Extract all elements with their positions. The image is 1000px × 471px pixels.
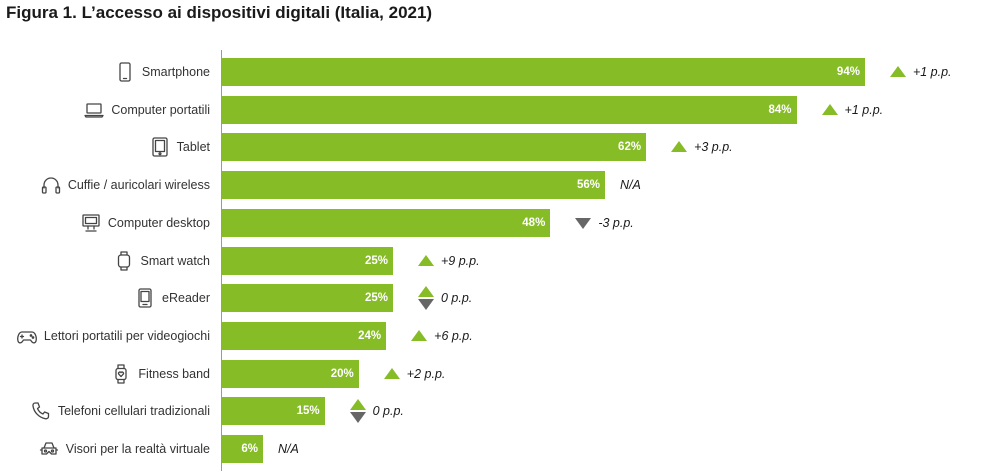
bar-value-label: 48% — [522, 216, 546, 229]
triangle-up-icon — [889, 58, 907, 86]
category-label: Fitness band — [138, 366, 210, 381]
bar-row: Tablet 62% +3 p.p. — [0, 133, 1000, 162]
change-indicator: +1 p.p. — [821, 96, 884, 124]
category-label-group: Smart watch — [113, 247, 210, 275]
change-label: N/A — [620, 178, 641, 193]
change-indicator: 0 p.p. — [349, 397, 404, 425]
category-label: Cuffie / auricolari wireless — [67, 178, 210, 193]
category-label: Smart watch — [140, 253, 210, 268]
triangle-up-icon — [383, 360, 401, 388]
bar: 25% — [222, 284, 393, 313]
category-label: Tablet — [176, 140, 210, 155]
change-indicator: +9 p.p. — [417, 247, 480, 275]
category-label: Lettori portatili per videogiochi — [43, 328, 210, 343]
category-label-group: Computer portatili — [83, 96, 210, 124]
change-indicator: 0 p.p. — [417, 284, 472, 312]
change-label: +9 p.p. — [441, 253, 480, 268]
bar-row: Lettori portatili per videogiochi 24% +6 p… — [0, 321, 1000, 350]
category-label-group: Computer desktop — [80, 209, 210, 237]
chart-title: Figura 1. L’accesso ai dispositivi digit… — [6, 3, 433, 22]
bar: 56% — [222, 171, 606, 200]
bar: 20% — [222, 359, 359, 388]
bar-row: Smart watch 25% +9 p.p. — [0, 246, 1000, 275]
smartphone-icon — [114, 61, 136, 83]
change-indicator: +2 p.p. — [383, 360, 446, 388]
category-label: eReader — [162, 291, 210, 306]
laptop-icon — [83, 99, 105, 121]
bar-row: Visori per la realtà virtuale 6% N/A — [0, 435, 1000, 463]
change-indicator: +1 p.p. — [889, 58, 952, 86]
change-indicator: +3 p.p. — [670, 133, 733, 161]
bar-row: Telefoni cellulari tradizionali 15% 0 p.p. — [0, 397, 1000, 426]
bar-value-label: 25% — [364, 292, 388, 305]
bar-value-label: 15% — [296, 405, 320, 418]
desktop-icon — [80, 212, 102, 234]
y-axis-line — [221, 50, 222, 471]
category-label: Smartphone — [141, 65, 210, 79]
bar: 15% — [222, 397, 325, 426]
change-indicator: -3 p.p. — [574, 209, 634, 237]
change-indicator: N/A — [620, 171, 641, 199]
category-label: Computer desktop — [107, 215, 210, 230]
bar-value-label: 84% — [768, 103, 792, 116]
category-label-group: Fitness band — [110, 360, 210, 388]
bar: 94% — [222, 58, 865, 86]
category-label: Computer portatili — [111, 102, 210, 117]
category-label-group: Telefoni cellulari tradizionali — [30, 397, 210, 425]
bar-value-label: 24% — [358, 329, 382, 342]
fitness-band-icon — [110, 363, 132, 385]
change-label: +1 p.p. — [844, 102, 884, 117]
bar-value-label: 94% — [836, 66, 860, 78]
change-indicator: +6 p.p. — [410, 322, 473, 350]
category-label-group: Smartphone — [114, 58, 210, 86]
up-down-triangle-icon — [349, 397, 367, 425]
bar-row: Cuffie / auricolari wireless 56% N/A — [0, 171, 1000, 200]
gamepad-icon — [16, 325, 38, 347]
category-label-group: eReader — [134, 284, 210, 312]
bar-row: Computer portatili 84% +1 p.p. — [0, 95, 1000, 124]
bar: 84% — [222, 95, 797, 124]
change-label: +1 p.p. — [912, 65, 952, 79]
bar: 25% — [222, 246, 393, 275]
change-label: +2 p.p. — [406, 366, 446, 381]
change-label: +3 p.p. — [694, 140, 733, 155]
bar-value-label: 62% — [618, 141, 642, 154]
triangle-up-icon — [417, 247, 435, 275]
headphones-icon — [40, 174, 62, 196]
bar-row: Smartphone 94% +1 p.p. — [0, 58, 1000, 86]
category-label-group: Tablet — [149, 133, 210, 161]
category-label: Telefoni cellulari tradizionali — [57, 404, 210, 419]
bar-row: eReader 25% 0 p.p. — [0, 284, 1000, 313]
bar-value-label: 25% — [364, 254, 388, 267]
category-label-group: Visori per la realtà virtuale — [38, 435, 210, 463]
smartwatch-icon — [113, 250, 135, 272]
triangle-up-icon — [670, 133, 688, 161]
category-label: Visori per la realtà virtuale — [65, 442, 210, 456]
change-indicator: N/A — [278, 435, 299, 463]
ereader-icon — [134, 287, 156, 309]
tablet-icon — [149, 136, 171, 158]
up-down-triangle-icon — [417, 284, 435, 312]
triangle-up-icon — [821, 96, 839, 124]
change-label: +6 p.p. — [434, 328, 473, 343]
bar: 48% — [222, 208, 551, 237]
triangle-down-icon — [574, 209, 592, 237]
change-label: 0 p.p. — [372, 404, 404, 419]
change-label: 0 p.p. — [441, 291, 473, 306]
vr-headset-icon — [38, 438, 60, 460]
triangle-up-icon — [410, 322, 428, 350]
bar-row: Computer desktop 48% -3 p.p. — [0, 208, 1000, 237]
bar: 6% — [222, 435, 264, 463]
bar: 24% — [222, 321, 387, 350]
bar-row: Fitness band 20% +2 p.p. — [0, 359, 1000, 388]
bar-value-label: 20% — [330, 367, 354, 380]
phone-handset-icon — [30, 400, 52, 422]
bar-value-label: 56% — [577, 179, 601, 192]
bar: 62% — [222, 133, 647, 162]
category-label-group: Lettori portatili per videogiochi — [16, 322, 210, 350]
change-label: N/A — [278, 442, 299, 456]
category-label-group: Cuffie / auricolari wireless — [40, 171, 210, 199]
change-label: -3 p.p. — [598, 215, 634, 230]
bar-value-label: 6% — [241, 443, 259, 455]
